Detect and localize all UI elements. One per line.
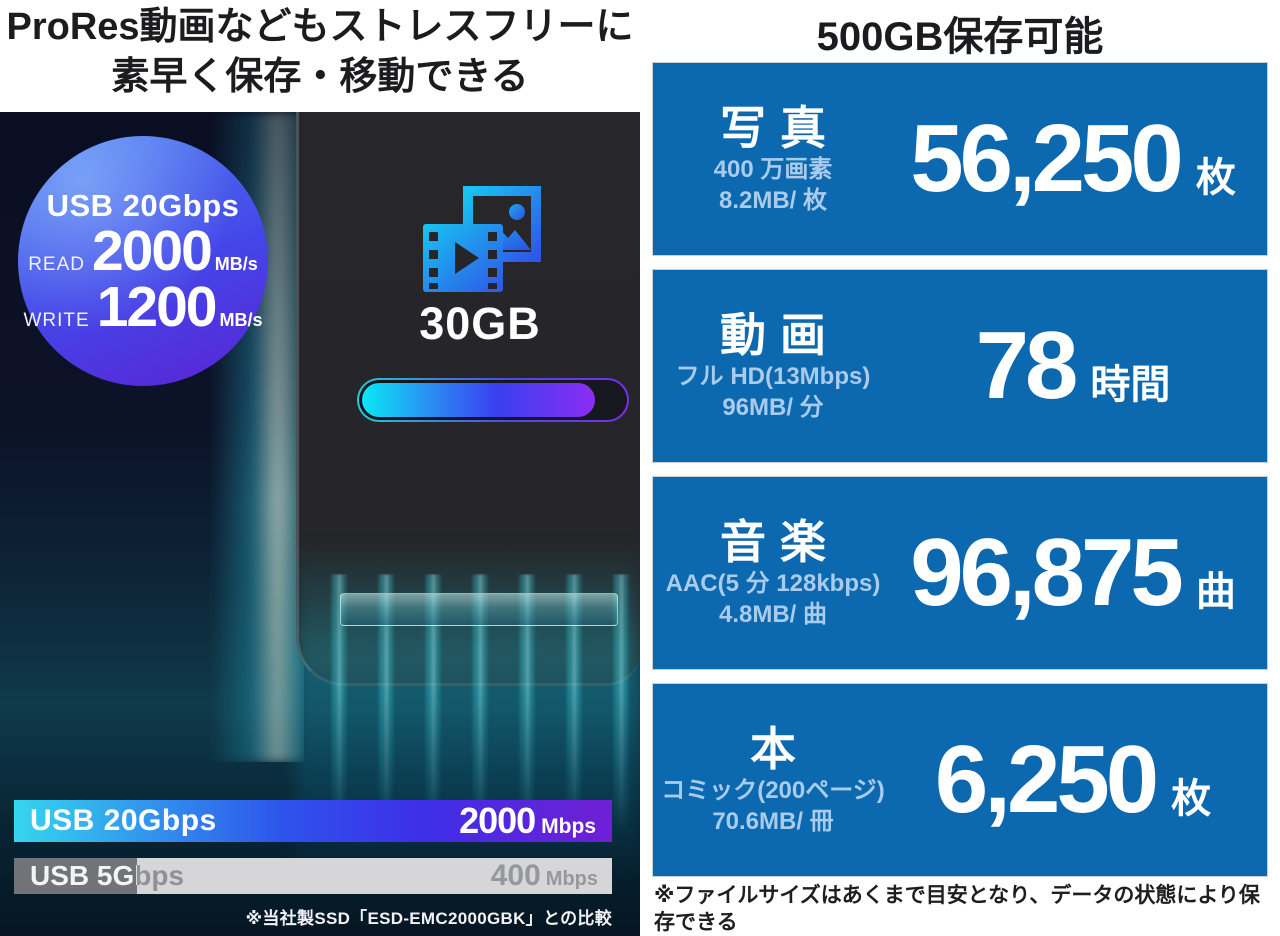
read-label: READ: [28, 254, 85, 276]
speed-bar-usb20-value: 2000: [459, 800, 536, 841]
comparison-footnote: ※当社製SSD「ESD-EMC2000GBK」との比較: [245, 909, 612, 928]
ssd-device-edge: [340, 593, 618, 626]
capacity-value: 56,250: [910, 105, 1184, 212]
category-label: 本: [750, 723, 810, 775]
spec-line1: 400 万画素: [713, 156, 833, 183]
video-photo-icon: [423, 186, 541, 292]
progress-fill: [362, 383, 596, 417]
speed-bar-usb20-value-group: 2000 Mbps: [459, 800, 596, 842]
usb-standard-label: USB 20Gbps: [46, 188, 240, 224]
capacity-row-video: 動画 フル HD(13Mbps) 96MB/ 分 78 時間: [652, 269, 1268, 463]
capacity-row-books-left: 本 コミック(200ページ) 70.6MB/ 冊: [653, 684, 893, 876]
capacity-row-music-left: 音楽 AAC(5 分 128kbps) 4.8MB/ 曲: [653, 477, 893, 669]
left-title-line1: ProRes動画などもストレスフリーに: [6, 6, 634, 48]
capacity-unit: 曲: [1195, 570, 1236, 614]
capacity-row-books: 本 コミック(200ページ) 70.6MB/ 冊 6,250 枚: [652, 683, 1268, 877]
speed-bar-usb5-fill: USB 5Gbps: [14, 858, 137, 894]
capacity-row-photo: 写真 400 万画素 8.2MB/ 枚 56,250 枚: [652, 62, 1268, 256]
capacity-unit: 枚: [1195, 156, 1236, 200]
capacity-unit: 時間: [1090, 363, 1171, 407]
capacity-row-video-left: 動画 フル HD(13Mbps) 96MB/ 分: [653, 270, 893, 462]
write-unit: MB/s: [219, 310, 263, 330]
spec-line2: 8.2MB/ 枚: [718, 187, 828, 214]
capacity-value: 78: [975, 312, 1079, 419]
capacity-footnote-line1: ※ファイルサイズはあくまで目安となり、データの状態により保存できる: [654, 884, 1260, 934]
right-panel-title: 500GB保存可能: [816, 15, 1104, 59]
speed-badge-circle: USB 20Gbps READ 2000 MB/s WRITE 1200 MB/…: [18, 136, 268, 386]
capacity-value: 6,250: [934, 726, 1159, 833]
capacity-row-photo-right: 56,250 枚: [893, 63, 1253, 255]
capacity-footnote: ※ファイルサイズはあくまで目安となり、データの状態により保存できる 容量が異なる…: [654, 882, 1274, 936]
write-speed-row: WRITE 1200 MB/s: [23, 275, 263, 339]
capacity-value-group: 56,250 枚: [910, 111, 1236, 207]
spec-line2: 70.6MB/ 冊: [712, 808, 834, 835]
category-label: 動画: [720, 309, 840, 361]
capacity-row-books-right: 6,250 枚: [893, 684, 1253, 876]
capacity-unit: 枚: [1171, 777, 1212, 821]
category-label: 写真: [720, 102, 840, 154]
capacity-row-photo-left: 写真 400 万画素 8.2MB/ 枚: [653, 63, 893, 255]
capacity-row-music: 音楽 AAC(5 分 128kbps) 4.8MB/ 曲 96,875 曲: [652, 476, 1268, 670]
speed-bar-usb5-value: 400: [490, 859, 541, 892]
speed-bar-usb20-unit: Mbps: [541, 815, 596, 838]
read-value: 2000: [91, 219, 213, 284]
speed-bar-usb5-unit: Mbps: [545, 868, 598, 890]
capacity-row-music-right: 96,875 曲: [893, 477, 1253, 669]
spec-line1: AAC(5 分 128kbps): [665, 570, 881, 597]
write-value: 1200: [96, 275, 218, 339]
left-title-line2: 素早く保存・移動できる: [111, 56, 529, 98]
spec-line2: 4.8MB/ 曲: [718, 601, 828, 628]
category-label: 音楽: [720, 516, 840, 568]
write-label: WRITE: [23, 310, 90, 331]
spec-line2: 96MB/ 分: [722, 394, 824, 421]
transfer-progress-bar: [357, 378, 629, 422]
transfer-photo: 30GB USB 20Gbps READ 2000 MB/s WRITE 120…: [0, 112, 640, 936]
speed-bar-usb20: USB 20Gbps 2000 Mbps: [14, 800, 612, 842]
capacity-value-group: 78 時間: [976, 318, 1171, 414]
left-panel-title: ProRes動画などもストレスフリーに 素早く保存・移動できる: [0, 2, 640, 102]
spec-line1: フル HD(13Mbps): [675, 363, 871, 390]
progress-track: [359, 380, 627, 420]
capacity-value-group: 6,250 枚: [935, 732, 1211, 828]
speed-bar-usb5-label-overlay: USB 5Gbps: [30, 860, 137, 891]
capacity-row-video-right: 78 時間: [893, 270, 1253, 462]
read-unit: MB/s: [214, 254, 258, 275]
transfer-size-label: 30GB: [419, 298, 541, 349]
spec-line1: コミック(200ページ): [661, 777, 885, 804]
speed-bar-usb5: USB 5Gbps USB 5Gbps 400 Mbps: [14, 858, 612, 894]
capacity-value: 96,875: [910, 519, 1184, 626]
capacity-value-group: 96,875 曲: [910, 525, 1236, 621]
speed-bar-usb20-label: USB 20Gbps: [30, 804, 217, 837]
speed-bar-usb5-value-group: 400 Mbps: [491, 858, 598, 894]
read-speed-row: READ 2000 MB/s: [28, 219, 258, 284]
